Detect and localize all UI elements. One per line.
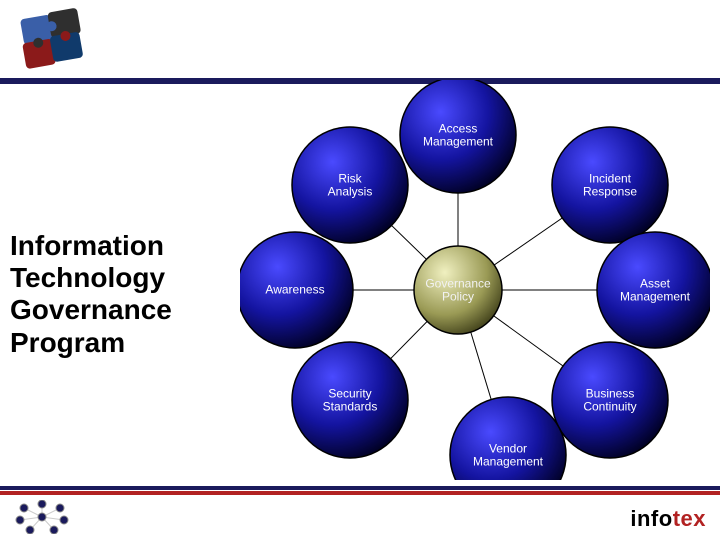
- diagram-node: [400, 80, 516, 193]
- diagram-node: [450, 397, 566, 480]
- diagram-node: [552, 342, 668, 458]
- footer-brand: infotex: [630, 506, 706, 532]
- diagram-node: [292, 127, 408, 243]
- diagram-svg: [240, 80, 710, 480]
- puzzle-logo: [6, 6, 102, 74]
- bottom-divider-bar: [0, 486, 720, 496]
- footer-brand-black: info: [630, 506, 672, 531]
- footer-hub-icon: [12, 500, 72, 534]
- governance-diagram: Access ManagementIncident ResponseAsset …: [240, 80, 710, 480]
- page-title: Information Technology Governance Progra…: [10, 230, 230, 359]
- diagram-node: [552, 127, 668, 243]
- diagram-node: [292, 342, 408, 458]
- diagram-center-node: [414, 246, 502, 334]
- footer-brand-red: tex: [673, 506, 706, 531]
- diagram-node: [240, 232, 353, 348]
- diagram-node: [597, 232, 710, 348]
